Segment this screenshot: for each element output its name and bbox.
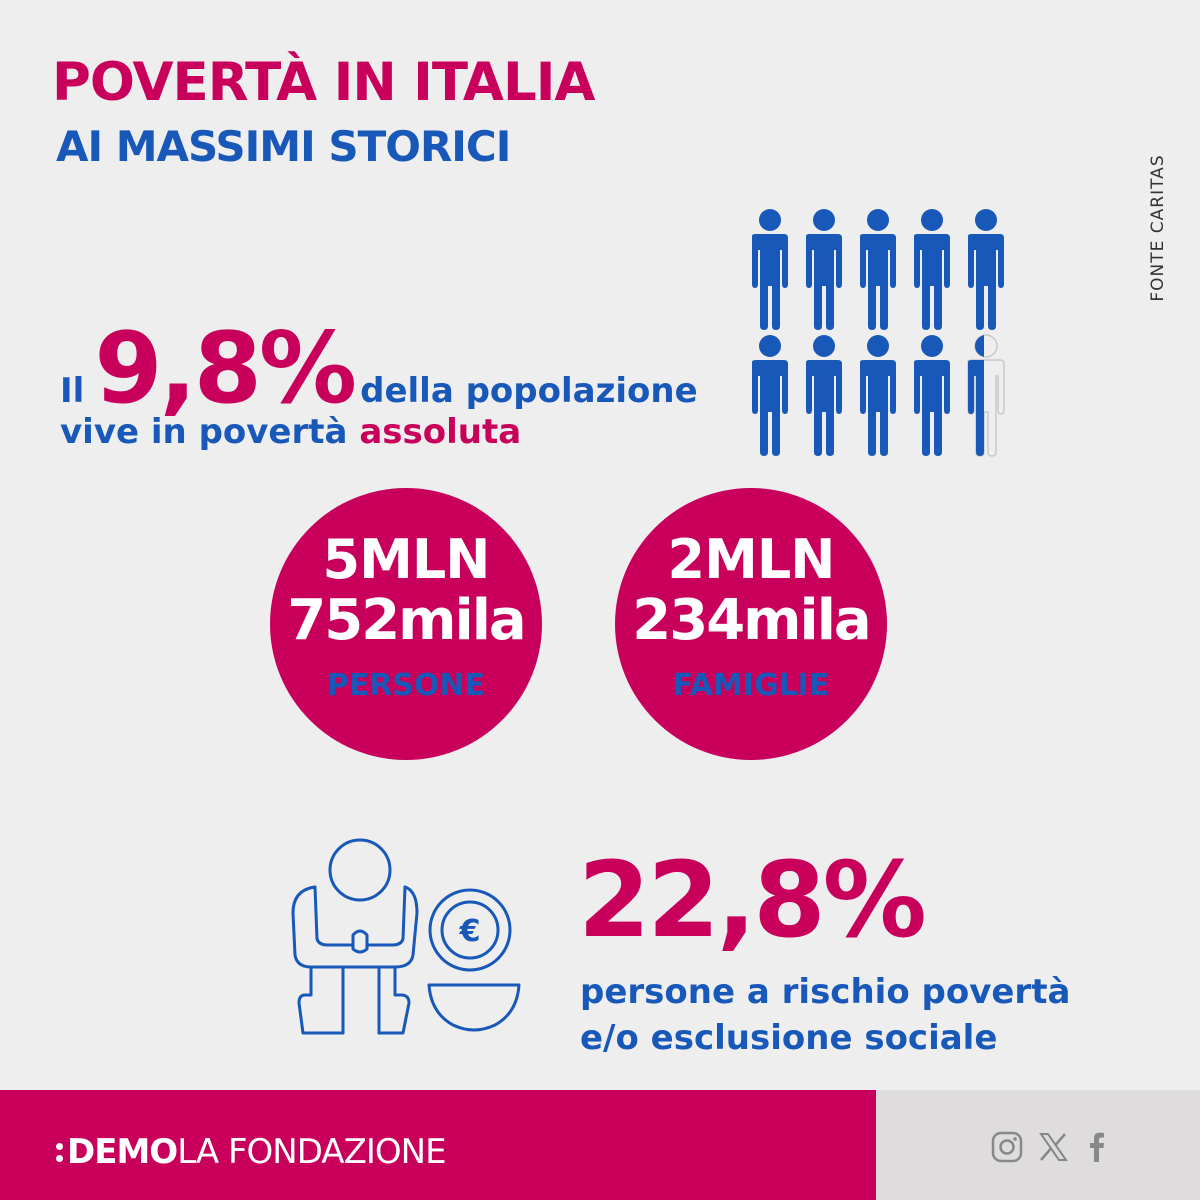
sad-person-with-euro-coin-icon: € (291, 838, 521, 1035)
absolute-poverty-line2-text: vive in povertà (60, 412, 348, 452)
brand-suffix: LA FONDAZIONE (177, 1132, 446, 1172)
absolute-poverty-statement: Il 9,8% della popolazione (60, 320, 698, 418)
risk-description-line1: persone a rischio povertà (580, 972, 1071, 1012)
page-title: POVERTÀ IN ITALIA (52, 52, 595, 113)
persone-circle: 5MLN 752mila PERSONE (270, 488, 542, 760)
instagram-icon[interactable] (990, 1130, 1024, 1164)
persone-thousands: 752mila (287, 588, 526, 653)
risk-description-line2: e/o esclusione sociale (580, 1018, 998, 1058)
absolute-poverty-highlight: assoluta (359, 412, 522, 452)
source-label: FONTE CARITAS (1148, 154, 1168, 302)
absolute-poverty-suffix: della popolazione (360, 371, 698, 411)
svg-text:€: € (459, 914, 481, 949)
facebook-icon[interactable] (1080, 1130, 1114, 1164)
absolute-poverty-value: 9,8% (94, 312, 357, 426)
famiglie-thousands: 234mila (632, 588, 871, 653)
brand-dots-icon (56, 1142, 63, 1162)
footer-brand-bar (0, 1090, 876, 1200)
risk-percentage: 22,8% (578, 839, 927, 961)
absolute-poverty-line2: vive in povertà assoluta (60, 412, 521, 452)
famiglie-label: FAMIGLIE (672, 668, 830, 703)
famiglie-circle: 2MLN 234mila FAMIGLIE (615, 488, 887, 760)
absolute-poverty-prefix: Il (60, 371, 85, 411)
brand-name: DEMO (67, 1132, 178, 1172)
persone-millions: 5MLN (322, 528, 491, 591)
brand-logo[interactable]: DEMO LA FONDAZIONE (56, 1132, 447, 1172)
persone-label: PERSONE (326, 668, 486, 703)
famiglie-millions: 2MLN (667, 528, 836, 591)
people-grid-icon (752, 209, 1005, 457)
footer-social-bar (876, 1090, 1200, 1200)
x-icon[interactable] (1036, 1130, 1070, 1164)
page-subtitle: AI MASSIMI STORICI (56, 122, 511, 171)
